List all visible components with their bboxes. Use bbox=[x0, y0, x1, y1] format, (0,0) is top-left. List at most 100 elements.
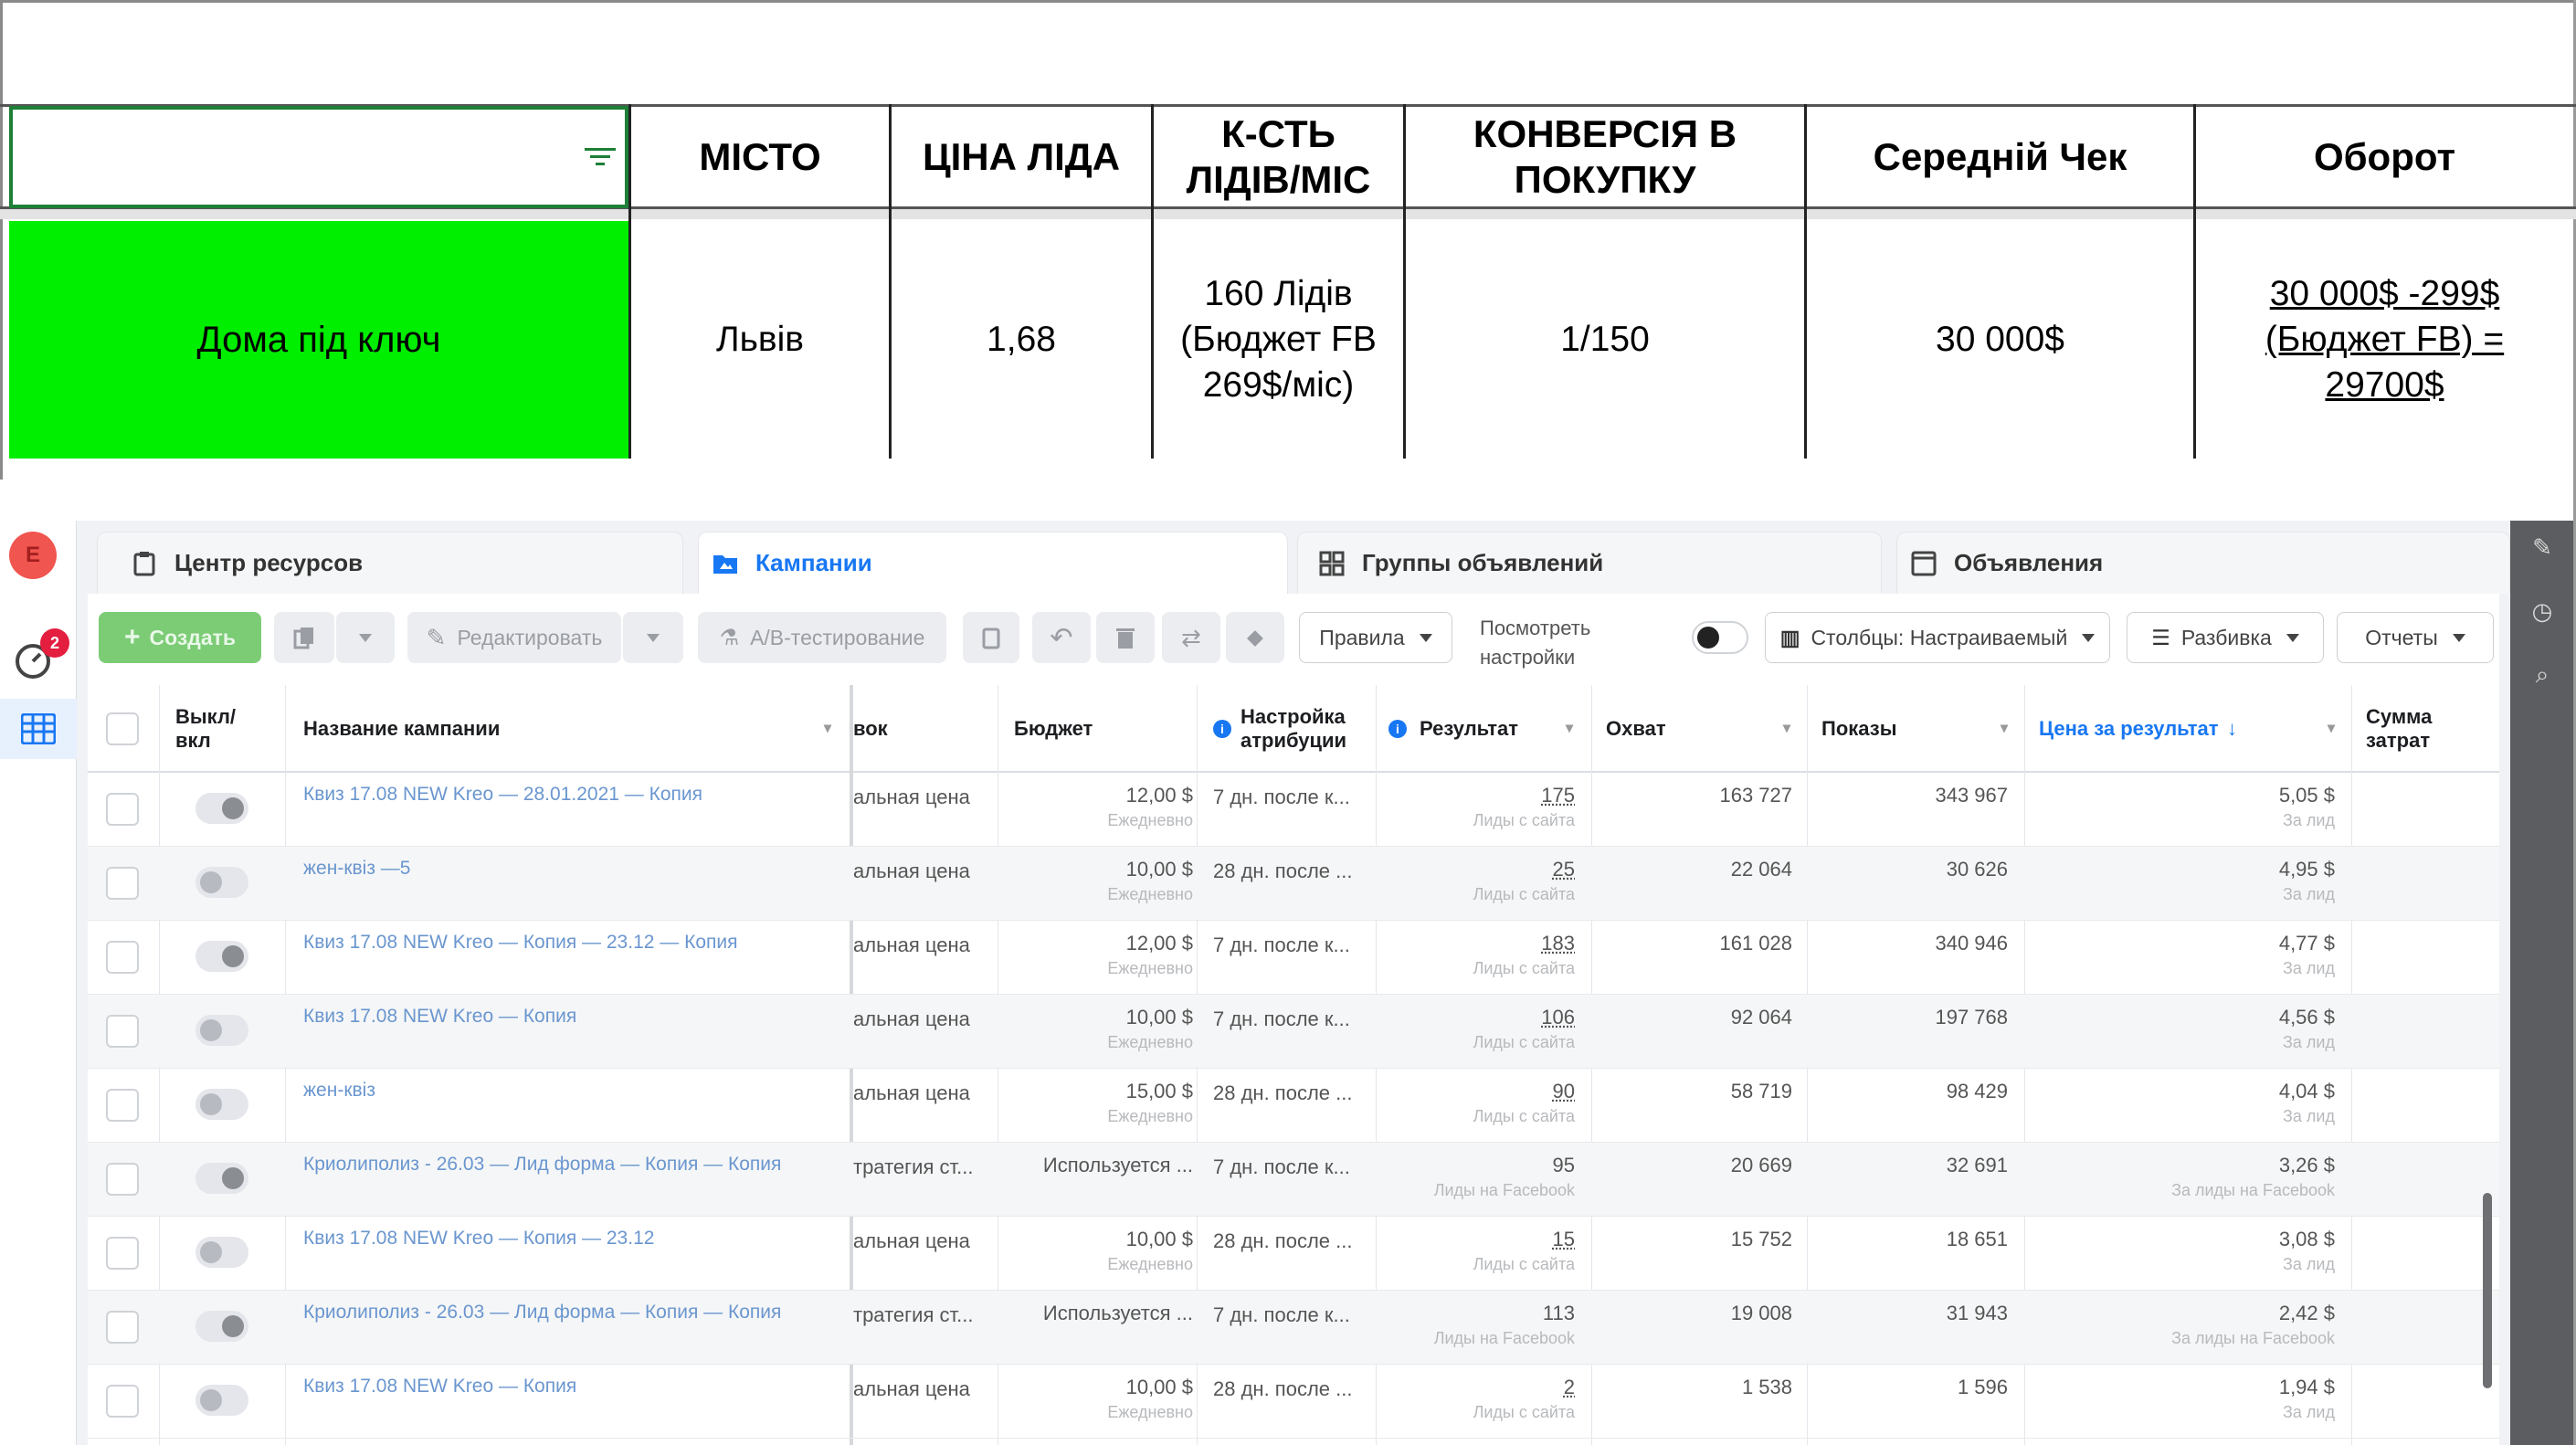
duplicate-button[interactable] bbox=[274, 612, 334, 663]
gauge-icon[interactable] bbox=[13, 639, 53, 680]
campaign-name-link[interactable]: жен-квіз bbox=[303, 1080, 375, 1101]
vertical-scrollbar[interactable] bbox=[2483, 1193, 2492, 1388]
col-result-sort-icon[interactable]: ▾ bbox=[1566, 721, 1574, 736]
col-reach[interactable]: Охват bbox=[1606, 717, 1666, 740]
campaign-toggle[interactable] bbox=[195, 941, 248, 972]
col-cpr-sort-icon[interactable]: ▾ bbox=[2328, 721, 2336, 736]
edit-dropdown[interactable] bbox=[623, 612, 683, 663]
ab-test-button[interactable]: ⚗ A/B-тестирование bbox=[698, 612, 946, 663]
campaign-name-link[interactable]: Криолиполиз - 26.03 — Лид форма — Копия … bbox=[303, 1302, 782, 1323]
selected-filter-cell[interactable] bbox=[9, 106, 628, 208]
reports-button[interactable]: Отчеты bbox=[2337, 612, 2494, 663]
table-row[interactable]: жен-квіз альная цена 15,00 $ Ежедневно 28 дн… bbox=[88, 1069, 2499, 1143]
table-row[interactable]: Криолиполиз - 26.03 — Лид форма — Копия … bbox=[88, 1143, 2499, 1217]
table-row[interactable]: Квиз 17.08 NEW Kreo — Копия — 23.12 альна… bbox=[88, 1217, 2499, 1291]
tag-button[interactable]: ⬥ bbox=[1226, 612, 1284, 663]
campaign-name-link[interactable]: Квиз 17.08 NEW Kreo — Копия bbox=[303, 1006, 577, 1027]
sort-desc-icon[interactable]: ↓ bbox=[2227, 717, 2237, 740]
table-row[interactable]: Квиз 17.08 NEW Kreo — Копия — 23.12 — Ко… bbox=[88, 921, 2499, 995]
view-settings-label[interactable]: Посмотреть настройки bbox=[1480, 617, 1591, 669]
turnover-cell[interactable]: 30 000$ -299$ (Бюджет FB) = 29700$ bbox=[2265, 274, 2505, 405]
duplicate-dropdown[interactable] bbox=[336, 612, 395, 663]
col-cost-per-result[interactable]: Цена за результат bbox=[2039, 717, 2219, 740]
campaign-toggle[interactable] bbox=[195, 1163, 248, 1194]
table-row[interactable]: Квиз 17.08 NEW Kreo — 28.01.2021 — Копия… bbox=[88, 773, 2499, 847]
row-checkbox[interactable] bbox=[106, 1163, 139, 1196]
row-checkbox[interactable] bbox=[106, 1237, 139, 1270]
clipboard-button[interactable] bbox=[963, 612, 1019, 663]
result-value[interactable]: 95 bbox=[1552, 1154, 1575, 1176]
create-button[interactable]: + Создать bbox=[99, 612, 261, 663]
col-budget[interactable]: Бюджет bbox=[1014, 717, 1093, 740]
table-row[interactable]: жен-квіз —5 альная цена 10,00 $ Ежедневно 28… bbox=[88, 847, 2499, 921]
clock-icon[interactable]: ◷ bbox=[2531, 596, 2553, 625]
result-value[interactable]: 175 bbox=[1541, 784, 1575, 807]
campaign-toggle[interactable] bbox=[195, 1015, 248, 1046]
col-name-sort-icon[interactable]: ▾ bbox=[824, 721, 832, 736]
rules-button[interactable]: Правила bbox=[1299, 612, 1452, 663]
columns-button[interactable]: ▥ Столбцы: Настраиваемый bbox=[1765, 612, 2110, 663]
col-bid[interactable]: вок bbox=[853, 717, 888, 740]
table-view-icon[interactable] bbox=[0, 699, 77, 759]
header-conversion: КОНВЕРСІЯ В ПОКУПКУ bbox=[1473, 111, 1737, 201]
row-checkbox[interactable] bbox=[106, 793, 139, 826]
result-value[interactable]: 113 bbox=[1542, 1302, 1575, 1324]
campaign-name-link[interactable]: Квиз 17.08 NEW Kreo — Копия bbox=[303, 1376, 577, 1397]
col-name[interactable]: Название кампании bbox=[303, 717, 501, 740]
filter-icon[interactable] bbox=[585, 148, 616, 168]
delete-button[interactable] bbox=[1096, 612, 1155, 663]
breakdown-button[interactable]: ☰ Разбивка bbox=[2127, 612, 2324, 663]
col-attribution[interactable]: Настройка атрибуции bbox=[1240, 705, 1347, 752]
col-toggle[interactable]: Выкл/вкл bbox=[175, 705, 237, 752]
tab-resources[interactable]: Центр ресурсов bbox=[97, 532, 683, 594]
row-checkbox[interactable] bbox=[106, 867, 139, 900]
campaign-toggle[interactable] bbox=[195, 867, 248, 898]
lead-price-cell[interactable]: 1,68 bbox=[987, 320, 1056, 359]
table-row[interactable]: Квиз 17.08 NEW Kreo — Копия альная цена 10… bbox=[88, 1365, 2499, 1439]
campaign-name-link[interactable]: жен-квіз —5 bbox=[303, 858, 411, 879]
campaign-toggle[interactable] bbox=[195, 1311, 248, 1342]
select-all-checkbox[interactable] bbox=[106, 712, 139, 745]
table-row[interactable]: Квиз 17.08 NEW Kreo — Копия альная цена 10… bbox=[88, 995, 2499, 1069]
tab-ad-sets[interactable]: Группы объявлений bbox=[1297, 532, 1882, 594]
row-checkbox[interactable] bbox=[106, 1015, 139, 1048]
result-value[interactable]: 106 bbox=[1541, 1006, 1575, 1028]
city-cell[interactable]: Львів bbox=[715, 320, 804, 359]
campaign-name-link[interactable]: Квиз 17.08 NEW Kreo — 28.01.2021 — Копия bbox=[303, 784, 702, 805]
tab-campaigns[interactable]: Кампании bbox=[698, 532, 1288, 594]
conversion-cell[interactable]: 1/150 bbox=[1560, 320, 1650, 359]
campaign-name-link[interactable]: Квиз 17.08 NEW Kreo — Копия — 23.12 bbox=[303, 1228, 655, 1249]
tab-ads[interactable]: Объявления bbox=[1896, 532, 2510, 594]
col-reach-sort-icon[interactable]: ▾ bbox=[1783, 721, 1791, 736]
avg-check-cell[interactable]: 30 000$ bbox=[1936, 320, 2064, 359]
col-impressions-sort-icon[interactable]: ▾ bbox=[2001, 721, 2009, 736]
campaign-toggle[interactable] bbox=[195, 1385, 248, 1416]
result-value[interactable]: 25 bbox=[1552, 858, 1575, 881]
col-impressions[interactable]: Показы bbox=[1821, 717, 1897, 740]
campaign-toggle[interactable] bbox=[195, 1237, 248, 1268]
leads-per-month-cell[interactable]: 160 Лідів (Бюджет FB 269$/міс) bbox=[1180, 274, 1377, 405]
result-value[interactable]: 183 bbox=[1541, 932, 1575, 955]
project-cell[interactable]: Дома під ключ bbox=[9, 221, 628, 459]
campaign-name-link[interactable]: Криолиполиз - 26.03 — Лид форма — Копия … bbox=[303, 1154, 782, 1175]
row-checkbox[interactable] bbox=[106, 1089, 139, 1122]
result-value[interactable]: 90 bbox=[1552, 1080, 1575, 1102]
pencil-icon[interactable]: ✎ bbox=[2532, 533, 2552, 561]
col-spent[interactable]: Сумма затрат bbox=[2366, 705, 2433, 752]
table-row[interactable]: Криолиполиз - 26.03 — Лид форма — Копия … bbox=[88, 1291, 2499, 1365]
row-checkbox[interactable] bbox=[106, 1311, 139, 1344]
campaign-name-link[interactable]: Квиз 17.08 NEW Kreo — Копия — 23.12 — Ко… bbox=[303, 932, 738, 953]
avatar[interactable]: E bbox=[9, 532, 57, 579]
export-button[interactable]: ⇄ bbox=[1162, 612, 1220, 663]
edit-button[interactable]: ✎ Редактировать bbox=[407, 612, 621, 663]
campaign-toggle[interactable] bbox=[195, 793, 248, 824]
row-checkbox[interactable] bbox=[106, 941, 139, 974]
undo-button[interactable]: ↶ bbox=[1032, 612, 1091, 663]
zoom-icon[interactable]: ⌕ bbox=[2535, 660, 2550, 688]
row-checkbox[interactable] bbox=[106, 1385, 139, 1418]
result-value[interactable]: 2 bbox=[1563, 1376, 1575, 1398]
col-result[interactable]: Результат bbox=[1420, 717, 1519, 740]
campaign-toggle[interactable] bbox=[195, 1089, 248, 1120]
result-value[interactable]: 15 bbox=[1552, 1228, 1575, 1250]
view-settings-toggle[interactable] bbox=[1692, 621, 1748, 654]
